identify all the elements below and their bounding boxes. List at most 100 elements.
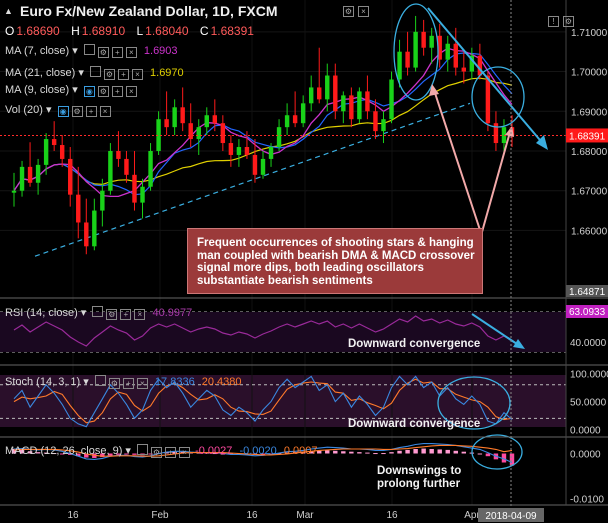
annotation-shapes bbox=[393, 3, 548, 470]
macd-histogram-bar bbox=[445, 449, 450, 454]
rsi-band bbox=[0, 312, 566, 352]
legend-vol[interactable]: Vol (20) ▾ ◉ ⚙ + × bbox=[5, 104, 111, 117]
candle-body bbox=[349, 95, 354, 120]
close-icon: × bbox=[179, 447, 191, 458]
candle-body bbox=[317, 87, 322, 100]
macd-histogram-bar bbox=[164, 452, 169, 454]
ma21-value: 1.6970 bbox=[150, 67, 184, 79]
legend-ma9[interactable]: MA (9, close) ▾ ◉ ⚙ + × bbox=[5, 84, 137, 97]
close-icon: × bbox=[125, 86, 137, 97]
settings-icon[interactable]: ⚙ bbox=[343, 6, 354, 17]
rsi-tick-label: 40.0000 bbox=[570, 338, 607, 349]
candle-body bbox=[252, 154, 258, 175]
candle-body bbox=[172, 107, 177, 128]
alert-icon[interactable]: ! bbox=[548, 16, 559, 27]
candle-body bbox=[220, 123, 226, 144]
plus-icon: + bbox=[122, 378, 134, 389]
price-tick-label: 1.70000 bbox=[571, 68, 608, 79]
candle-body bbox=[132, 174, 137, 203]
candle-body bbox=[35, 164, 41, 183]
macd-histogram-bar bbox=[461, 451, 467, 454]
candle-body bbox=[164, 119, 169, 128]
rsi-line bbox=[13, 315, 513, 347]
stoch-panel[interactable] bbox=[0, 375, 566, 428]
macd-histogram-bar bbox=[172, 451, 177, 454]
candle-body bbox=[389, 79, 394, 120]
price-panel[interactable] bbox=[0, 15, 566, 257]
highlight-ellipse bbox=[471, 66, 525, 128]
eye-icon: ◉ bbox=[83, 86, 95, 97]
settings-icon: ⚙ bbox=[71, 106, 83, 117]
legend-ma21[interactable]: MA (21, close) ▾ ⚙ + × 1.6970 bbox=[5, 66, 184, 80]
rsi-panel[interactable] bbox=[0, 311, 566, 353]
legend-stoch[interactable]: Stoch (14, 3, 1) ▾ ⚙ + × 17.8336 20.4380 bbox=[5, 375, 242, 389]
close-icon: × bbox=[125, 47, 137, 58]
plus-icon: + bbox=[117, 69, 129, 80]
macd-histogram-bar bbox=[397, 450, 402, 454]
macd-histogram-bar bbox=[148, 453, 153, 455]
candle-body bbox=[477, 55, 483, 76]
plus-icon: + bbox=[111, 47, 123, 58]
macd-annotation-line1: Downswings to bbox=[377, 465, 462, 477]
time-tick-label: Apr bbox=[464, 510, 480, 521]
legend-ma7[interactable]: MA (7, close) ▾ ⚙ + × 1.6903 bbox=[5, 44, 178, 58]
macd-histogram-bar bbox=[124, 453, 129, 455]
time-tick-label: 16 bbox=[386, 510, 398, 521]
time-tick-label: 16 bbox=[246, 510, 258, 521]
downtrend-arrowhead bbox=[536, 135, 548, 150]
chart-title: Euro Fx/New Zealand Dollar, 1D, FXCM bbox=[20, 3, 278, 19]
candle-body bbox=[284, 115, 290, 128]
candle-body bbox=[300, 103, 306, 124]
legend-rsi[interactable]: RSI (14, close) ▾ ⚙ + × 40.9977 bbox=[5, 306, 193, 320]
current-price-label: 1.68391 bbox=[569, 131, 606, 142]
candle-body bbox=[373, 111, 378, 132]
stoch-tick-label: 50.0000 bbox=[570, 398, 607, 409]
close-icon[interactable]: × bbox=[358, 6, 369, 17]
candle-body bbox=[421, 31, 426, 48]
macd-histogram-bar bbox=[349, 451, 354, 454]
plus-icon: + bbox=[165, 447, 177, 458]
candle-body bbox=[84, 222, 89, 247]
macd-tick-label: 0.0000 bbox=[570, 450, 601, 461]
rsi-value: 40.9977 bbox=[152, 307, 193, 319]
collapse-icon[interactable]: ▲ bbox=[4, 6, 13, 16]
macd-annotation-line2: prolong further bbox=[377, 478, 461, 490]
candle-body bbox=[76, 194, 81, 223]
macd-histogram-bar bbox=[341, 451, 346, 454]
candle-body bbox=[244, 147, 250, 155]
candle-body bbox=[308, 87, 314, 104]
macd-histogram-bar bbox=[100, 453, 105, 458]
macd-histogram-bar bbox=[108, 453, 113, 456]
price-tick-label: 1.68000 bbox=[571, 147, 608, 158]
callout-arrowhead bbox=[429, 84, 439, 96]
settings-icon: ⚙ bbox=[151, 447, 163, 458]
callout-arrowhead bbox=[505, 126, 514, 137]
macd-histogram-bar bbox=[389, 452, 394, 454]
close-icon: × bbox=[136, 378, 148, 389]
settings-icon[interactable]: ⚙ bbox=[563, 16, 574, 27]
macd-histogram-bar bbox=[132, 453, 137, 455]
candle-body bbox=[236, 147, 242, 155]
settings-icon: ⚙ bbox=[106, 309, 118, 320]
close-icon: × bbox=[131, 69, 143, 80]
price-tick-label: 1.66000 bbox=[571, 226, 608, 237]
eye-icon bbox=[89, 66, 101, 77]
macd-line-value: -0.0020 bbox=[239, 445, 277, 457]
macd-histogram-bar bbox=[59, 453, 65, 455]
candle-body bbox=[381, 119, 386, 132]
candle-body bbox=[92, 210, 97, 247]
macd-histogram-bar bbox=[373, 453, 378, 455]
ma7-value: 1.6903 bbox=[143, 45, 178, 57]
macd-panel[interactable] bbox=[11, 443, 515, 466]
macd-histogram-bar bbox=[68, 453, 73, 455]
legend-macd[interactable]: MACD (12, 26, close, 9) ▾ ⚙ + × -0.0027 -0… bbox=[5, 444, 318, 458]
candle-body bbox=[325, 75, 330, 100]
support-trendline bbox=[34, 102, 471, 257]
macd-histogram-bar bbox=[477, 453, 483, 455]
eye-icon: ◉ bbox=[57, 106, 69, 117]
candle-body bbox=[27, 166, 33, 183]
stoch-k-value: 17.8336 bbox=[154, 376, 195, 388]
eye-icon bbox=[83, 44, 95, 55]
